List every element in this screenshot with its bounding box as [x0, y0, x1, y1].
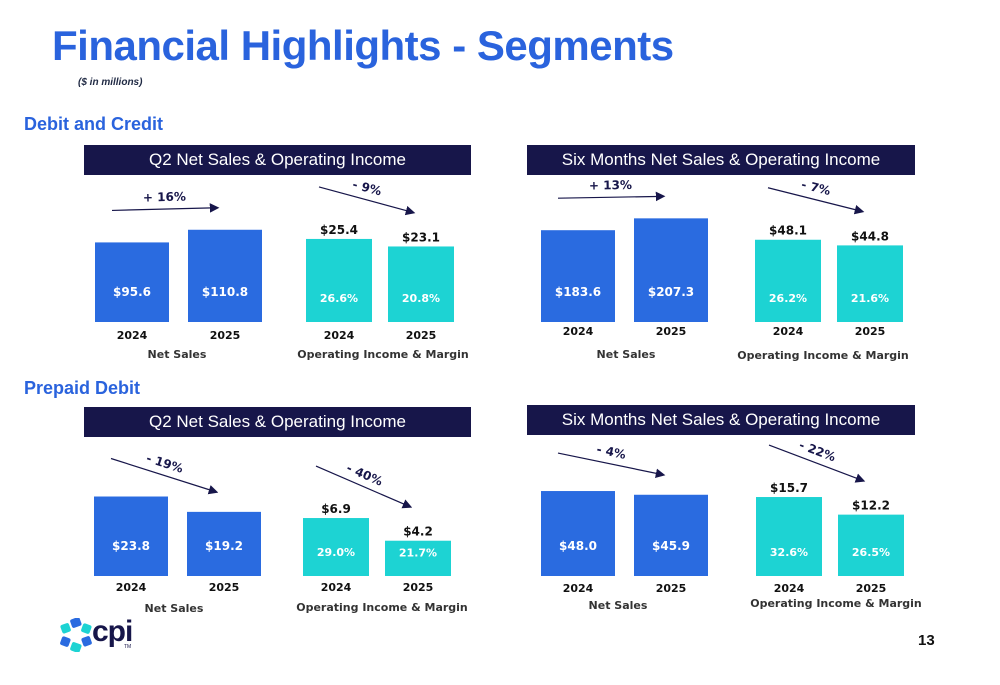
net-sales-data-label: $48.0: [559, 539, 597, 553]
logo-text: cpi: [92, 615, 133, 648]
year-tick-label: 2024: [563, 582, 594, 595]
net-sales-data-label: $23.8: [112, 539, 150, 553]
year-tick-label: 2025: [209, 581, 240, 594]
net-sales-bar: [188, 229, 262, 322]
operating-income-bar: [388, 246, 454, 322]
panel-header-debit-six-months: Six Months Net Sales & Operating Income: [527, 145, 915, 175]
operating-income-change-label: - 40%: [344, 461, 384, 489]
net-sales-change-arrow: [557, 191, 666, 202]
year-tick-label: 2024: [773, 325, 804, 338]
year-tick-label: 2025: [406, 329, 437, 342]
logo-trademark: TM: [124, 644, 132, 650]
page-subtitle: ($ in millions): [78, 77, 143, 88]
year-tick-label: 2025: [656, 325, 687, 338]
net-sales-bar: [541, 230, 615, 322]
operating-margin-label: 21.6%: [851, 292, 889, 305]
net-sales-data-label: $45.9: [652, 539, 690, 553]
year-tick-label: 2024: [321, 581, 352, 594]
net-sales-change-label: - 4%: [595, 442, 627, 462]
operating-income-data-label: $12.2: [852, 499, 890, 513]
net-sales-axis-label: Net Sales: [148, 348, 207, 361]
cpi-logo-icon: [60, 618, 92, 652]
year-tick-label: 2024: [774, 582, 805, 595]
operating-income-bar: [303, 518, 369, 576]
net-sales-data-label: $207.3: [648, 285, 694, 299]
operating-income-bar: [838, 514, 904, 576]
operating-income-data-label: $44.8: [851, 229, 889, 243]
operating-margin-label: 29.0%: [317, 546, 355, 559]
year-tick-label: 2025: [856, 582, 887, 595]
operating-margin-label: 32.6%: [770, 546, 808, 559]
year-tick-label: 2025: [403, 581, 434, 594]
year-tick-label: 2024: [563, 325, 594, 338]
operating-income-change-label: - 9%: [351, 177, 383, 198]
operating-income-data-label: $48.1: [769, 224, 807, 238]
operating-margin-label: 26.5%: [852, 546, 890, 559]
year-tick-label: 2024: [116, 581, 147, 594]
net-sales-data-label: $183.6: [555, 285, 601, 299]
page-title: Financial Highlights - Segments: [52, 22, 674, 69]
operating-income-change-arrow: [767, 187, 865, 215]
operating-income-bar: [385, 540, 451, 576]
year-tick-label: 2024: [324, 329, 355, 342]
panel-header-prepaid-six-months: Six Months Net Sales & Operating Income: [527, 405, 915, 435]
net-sales-change-arrow: [557, 452, 666, 478]
net-sales-change-arrow: [111, 203, 220, 213]
net-sales-axis-label: Net Sales: [589, 599, 648, 612]
operating-income-change-label: - 7%: [800, 177, 832, 198]
net-sales-change-label: + 16%: [143, 190, 186, 205]
net-sales-bar: [187, 511, 261, 576]
operating-income-data-label: $6.9: [321, 502, 351, 516]
section-label-debit-credit: Debit and Credit: [24, 114, 164, 134]
net-sales-axis-label: Net Sales: [145, 602, 204, 615]
panel-header-debit-q2: Q2 Net Sales & Operating Income: [84, 145, 471, 175]
operating-income-bar: [755, 239, 821, 322]
net-sales-bar: [634, 218, 708, 322]
net-sales-data-label: $95.6: [113, 285, 151, 299]
operating-margin-label: 21.7%: [399, 547, 437, 560]
operating-income-data-label: $4.2: [403, 525, 433, 539]
net-sales-bar: [95, 242, 169, 322]
page-number: 13: [918, 632, 935, 649]
operating-income-axis-label: Operating Income & Margin: [296, 601, 468, 614]
year-tick-label: 2024: [117, 329, 148, 342]
operating-income-axis-label: Operating Income & Margin: [737, 349, 909, 362]
operating-income-data-label: $23.1: [402, 230, 440, 244]
net-sales-data-label: $19.2: [205, 539, 243, 553]
panel-header-prepaid-q2: Q2 Net Sales & Operating Income: [84, 407, 471, 437]
operating-income-bar: [306, 238, 372, 322]
year-tick-label: 2025: [210, 329, 241, 342]
operating-margin-label: 26.2%: [769, 292, 807, 305]
net-sales-bar: [94, 496, 168, 576]
operating-income-change-arrow: [768, 444, 866, 483]
net-sales-data-label: $110.8: [202, 285, 248, 299]
year-tick-label: 2025: [855, 325, 886, 338]
operating-income-change-arrow: [315, 465, 413, 509]
net-sales-bar: [541, 491, 615, 576]
operating-margin-label: 26.6%: [320, 292, 358, 305]
operating-income-change-arrow: [318, 186, 416, 216]
net-sales-change-label: - 19%: [145, 451, 185, 476]
net-sales-change-arrow: [110, 457, 219, 495]
section-label-prepaid-debit: Prepaid Debit: [24, 378, 141, 398]
net-sales-change-label: + 13%: [589, 178, 632, 193]
operating-income-bar: [756, 497, 822, 576]
net-sales-bar: [634, 494, 708, 576]
operating-income-data-label: $15.7: [770, 481, 808, 495]
operating-income-change-label: - 22%: [797, 438, 837, 465]
operating-income-axis-label: Operating Income & Margin: [750, 597, 922, 610]
net-sales-axis-label: Net Sales: [597, 348, 656, 361]
operating-margin-label: 20.8%: [402, 292, 440, 305]
operating-income-bar: [837, 245, 903, 322]
year-tick-label: 2025: [656, 582, 687, 595]
operating-income-axis-label: Operating Income & Margin: [297, 348, 469, 361]
operating-income-data-label: $25.4: [320, 223, 358, 237]
